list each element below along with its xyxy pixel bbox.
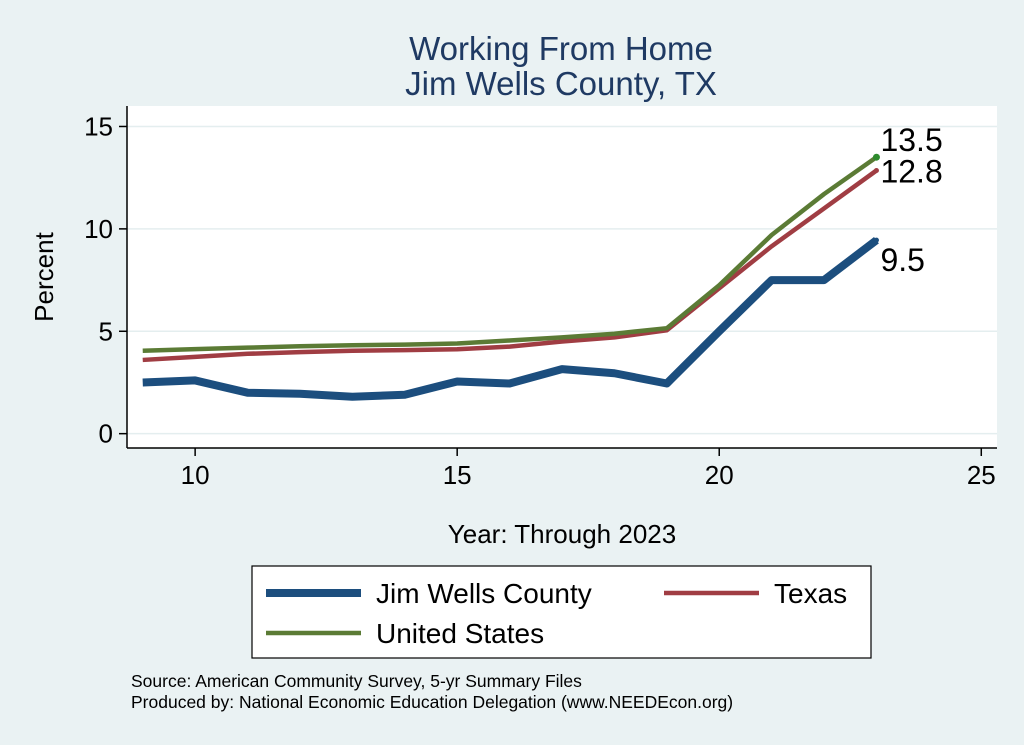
x-tick-label-10: 10	[181, 460, 210, 490]
legend-label-texas: Texas	[774, 578, 847, 609]
x-tick-label-20: 20	[705, 460, 734, 490]
end-label-jim-wells-county: 9.5	[880, 242, 924, 278]
series-line-united-states	[142, 155, 878, 353]
gridlines	[127, 125, 997, 435]
series-endpoint-united-states	[872, 153, 880, 161]
x-axis-title: Year: Through 2023	[448, 519, 676, 549]
y-axis-title: Percent	[29, 231, 59, 321]
series-endpoint-jim-wells-county	[873, 237, 879, 243]
y-axis-ticks: 0 5 10 15	[84, 111, 127, 449]
chart-title-line-2: Jim Wells County, TX	[405, 65, 717, 102]
end-label-united-states: 13.5	[880, 122, 942, 158]
producer-note: Produced by: National Economic Education…	[131, 692, 733, 712]
series-line-texas	[142, 168, 878, 363]
y-tick-label-15: 15	[84, 111, 113, 141]
y-tick-label-10: 10	[84, 214, 113, 244]
source-note: Source: American Community Survey, 5-yr …	[131, 671, 582, 691]
x-tick-label-25: 25	[967, 460, 996, 490]
y-tick-label-0: 0	[99, 419, 113, 449]
legend-label-jim-wells-county: Jim Wells County	[376, 578, 592, 609]
x-axis-ticks: 10 15 20 25	[181, 448, 996, 490]
x-tick-label-15: 15	[443, 460, 472, 490]
legend-box	[251, 565, 872, 659]
y-tick-label-5: 5	[99, 316, 113, 346]
legend: Jim Wells County Texas United States	[266, 578, 847, 649]
series-endpoint-texas	[873, 168, 879, 174]
series-line-jim-wells-county	[142, 236, 879, 401]
series-lines	[142, 153, 880, 401]
end-labels: 9.5 12.813.5	[880, 122, 942, 278]
end-label-texas: 12.8	[880, 154, 942, 190]
legend-label-united-states: United States	[376, 618, 544, 649]
chart-title-line-1: Working From Home	[409, 30, 713, 67]
